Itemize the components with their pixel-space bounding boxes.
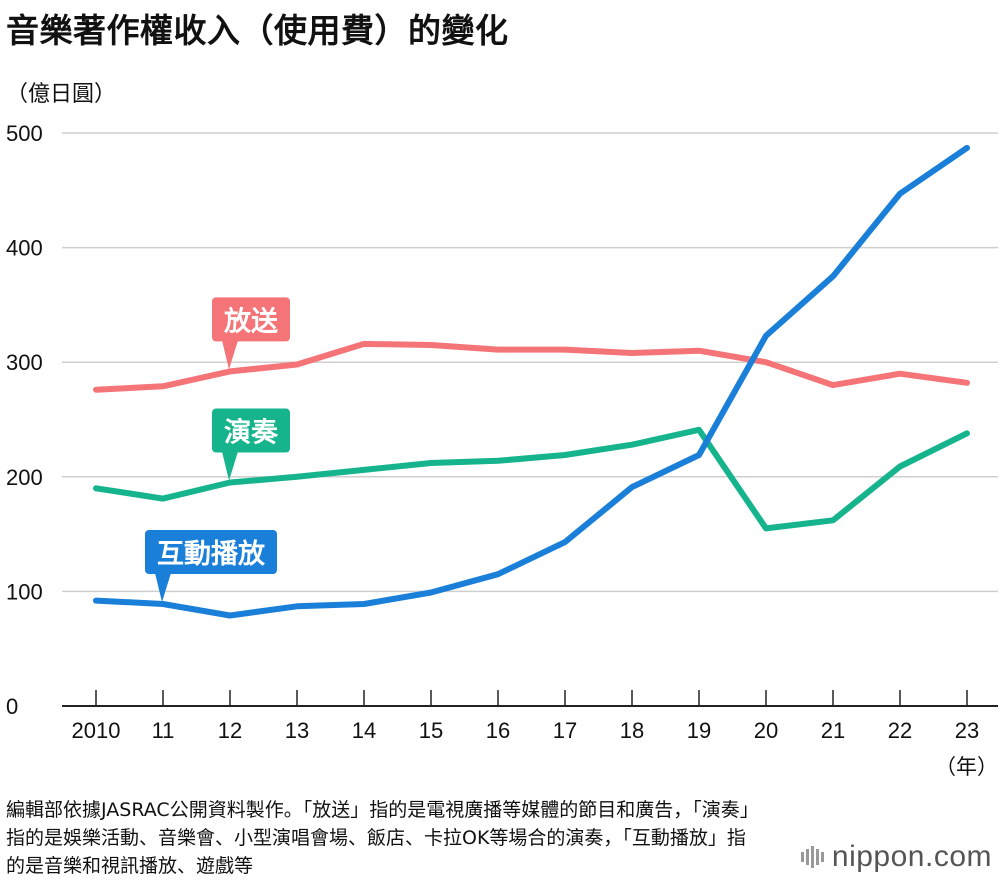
series-label: 演奏 [224, 417, 279, 449]
series-label-box [145, 530, 277, 575]
x-tick-label: 11 [152, 718, 175, 743]
series-label-pointer [222, 451, 238, 481]
nippon-bars-icon [800, 846, 824, 868]
x-tick-label: 22 [888, 718, 912, 743]
x-axis-unit-label: （年） [935, 755, 998, 779]
brand-logo: nippon.com [800, 840, 992, 874]
x-tick-label: 18 [620, 718, 644, 743]
series-line [93, 144, 970, 619]
x-tick-label: 15 [419, 718, 443, 743]
x-tick-label: 2010 [72, 718, 121, 743]
series-label-pointer [222, 340, 238, 370]
series-line [93, 426, 970, 532]
x-tick-label: 14 [352, 718, 376, 743]
series-label-box [212, 408, 290, 453]
x-tick-label: 17 [553, 718, 577, 743]
y-tick-label: 500 [6, 121, 43, 146]
series-label-box [212, 297, 290, 342]
x-tick-label: 21 [821, 718, 845, 743]
source-note: 編輯部依據JASRAC公開資料製作。「放送」指的是電視廣播等媒體的節目和廣告，「… [6, 799, 750, 877]
series-label: 放送 [223, 305, 278, 337]
x-tick-label: 16 [486, 718, 510, 743]
x-tick-label: 19 [687, 718, 711, 743]
y-tick-label: 300 [6, 350, 43, 375]
brand-text: nippon.com [831, 840, 992, 873]
y-tick-label: 200 [6, 465, 43, 490]
x-tick-label: 20 [754, 718, 778, 743]
line-chart: 0 100 200 300 400 500 2010 11 12 13 14 15 16 17 18 19 20… [6, 121, 998, 779]
y-tick-label: 0 [6, 694, 18, 719]
series-label-pointer [155, 573, 171, 603]
y-tick-label: 100 [6, 579, 43, 604]
y-tick-label: 400 [6, 236, 43, 261]
x-tick-label: 13 [285, 718, 309, 743]
x-tick-label: 23 [955, 718, 979, 743]
x-tick-label: 12 [218, 718, 242, 743]
chart-title: 音樂著作權收入（使用費）的變化 [6, 11, 509, 50]
series-label: 互動播放 [157, 538, 266, 570]
y-axis-unit-label: （億日圓） [6, 82, 117, 107]
series-line [93, 340, 970, 393]
